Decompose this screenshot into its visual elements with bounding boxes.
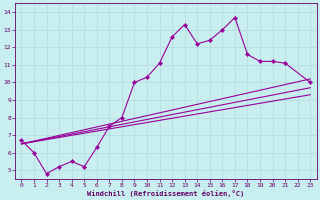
X-axis label: Windchill (Refroidissement éolien,°C): Windchill (Refroidissement éolien,°C) (87, 190, 244, 197)
